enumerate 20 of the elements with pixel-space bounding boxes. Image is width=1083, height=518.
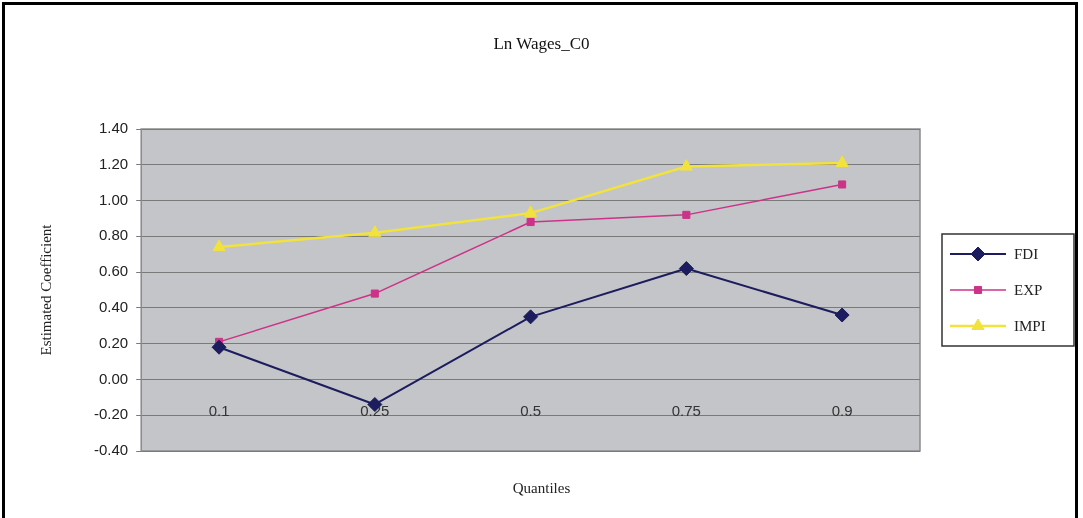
legend-label: IMPI bbox=[1014, 317, 1046, 334]
x-tick-label: 0.1 bbox=[208, 401, 230, 419]
y-tick-label: 0.20 bbox=[98, 333, 129, 351]
y-tick-label: -0.40 bbox=[93, 441, 129, 459]
y-tick-label: 0.60 bbox=[98, 262, 129, 280]
legend-label: EXP bbox=[1014, 281, 1043, 298]
x-axis-title: Quantiles bbox=[512, 479, 571, 496]
y-tick-label: 0.80 bbox=[98, 226, 129, 244]
y-axis-title: Estimated Coefficient bbox=[37, 223, 54, 356]
y-tick-label: -0.20 bbox=[93, 405, 129, 423]
x-tick-label: 0.9 bbox=[831, 401, 853, 419]
y-tick-label: 0.00 bbox=[98, 369, 129, 387]
chart-title: Ln Wages_C0 bbox=[493, 34, 590, 54]
legend-label: FDI bbox=[1014, 245, 1039, 262]
y-tick-label: 1.20 bbox=[98, 154, 129, 172]
y-tick-label: 0.40 bbox=[98, 298, 129, 316]
y-tick-label: 1.40 bbox=[98, 119, 129, 137]
x-tick-label: 0.5 bbox=[520, 401, 542, 419]
x-tick-label: 0.75 bbox=[671, 401, 701, 419]
y-tick-label: 1.00 bbox=[98, 190, 129, 208]
